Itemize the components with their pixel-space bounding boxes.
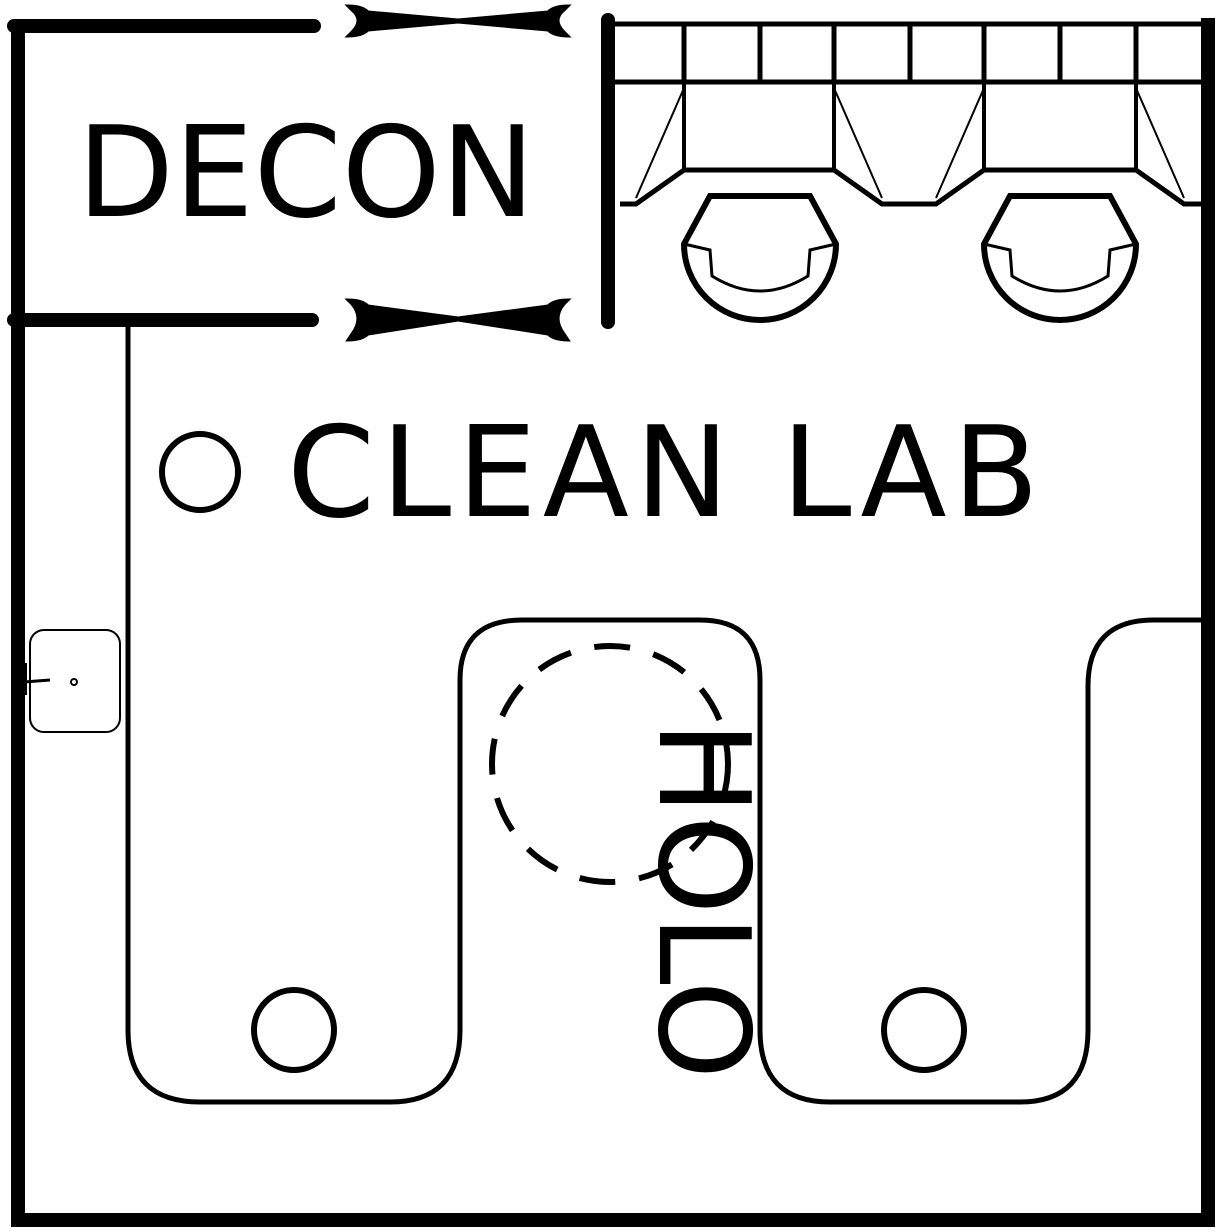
sink-drain [70,678,78,686]
bench-edge-thin [833,87,883,199]
sink-faucet-base [17,663,27,695]
sink-faucet [23,678,51,684]
bench-edge-thin [1135,87,1185,199]
chair-left [680,193,840,323]
holo-dashed-ring [489,643,731,885]
sink [17,629,121,733]
door-bottom-symbol [344,298,572,342]
stool-icon [251,987,337,1073]
chair-right-outline [980,193,1140,323]
chair-left-seat [683,242,837,293]
stool-icon [159,431,241,513]
door-top [344,4,572,38]
holo-label: HOLO [630,721,777,1080]
clean-lab-label: CLEAN LAB [287,399,1045,546]
decon-label: DECON [77,99,535,246]
bench-u-left [125,617,1208,1105]
bench-outline [620,167,1208,207]
chair-right-seat [983,242,1137,293]
chair-left-outline [680,193,840,323]
fixtures [159,431,967,1073]
bench-edge-thin [935,87,985,199]
u-benches [125,617,1208,1105]
interior-walls [7,13,615,1030]
stool-icon [881,987,967,1073]
door-top-symbol [344,4,572,38]
bench-edge-thin [635,87,685,199]
bench-shelving [608,21,1208,207]
door-bottom [344,298,572,342]
chair-right [980,193,1140,323]
